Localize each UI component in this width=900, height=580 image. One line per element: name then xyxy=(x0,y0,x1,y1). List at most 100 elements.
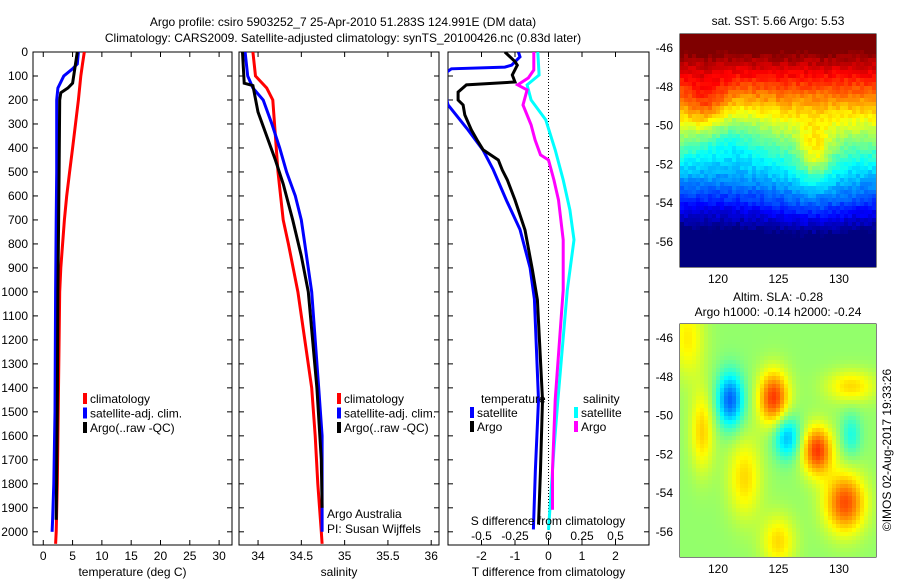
depth-tick-label: 1000 xyxy=(1,285,28,299)
sla-map-image xyxy=(680,324,876,557)
x-tick-label: 5 xyxy=(69,549,76,563)
depth-tick-label: 1800 xyxy=(1,477,28,491)
lat-tick-label: -54 xyxy=(656,196,674,210)
series-line-salinity-argo xyxy=(514,52,565,510)
depth-tick-label: 1600 xyxy=(1,429,28,443)
x-tick-label: -2 xyxy=(476,549,487,563)
s-diff-tick-label: -0.5 xyxy=(471,529,492,543)
s-diff-tick-label: 0 xyxy=(545,529,552,543)
x-tick-label: 10 xyxy=(95,549,109,563)
lon-tick-label: 120 xyxy=(708,272,728,286)
legend-label: Argo xyxy=(477,420,503,434)
depth-tick-label: 100 xyxy=(8,69,28,83)
legend-label: climatology xyxy=(344,392,404,406)
legend-swatch xyxy=(470,407,474,418)
title-line-1: Argo profile: csiro 5903252_7 25-Apr-201… xyxy=(150,15,536,29)
depth-tick-label: 300 xyxy=(8,117,28,131)
depth-tick-label: 1300 xyxy=(1,357,28,371)
x-tick-label: 34.5 xyxy=(290,549,314,563)
panel-frame-temperature xyxy=(32,51,233,546)
x-tick-label: 25 xyxy=(183,549,197,563)
x-tick-label: 1 xyxy=(579,549,586,563)
legend-title-temperature: temperature xyxy=(481,392,546,406)
x-tick-label: 0 xyxy=(545,549,552,563)
lat-tick-label: -48 xyxy=(656,370,674,384)
depth-tick-label: 1900 xyxy=(1,501,28,515)
series-line-salinity-satellite xyxy=(525,52,576,531)
lat-tick-label: -46 xyxy=(656,41,674,55)
lat-tick-label: -52 xyxy=(656,447,674,461)
legend-label: satellite-adj. clim. xyxy=(90,407,182,421)
depth-tick-label: 900 xyxy=(8,261,28,275)
legend-swatch xyxy=(83,422,87,433)
x-tick-label: 2 xyxy=(612,549,619,563)
lon-tick-label: 125 xyxy=(768,272,788,286)
x-tick-label: 0 xyxy=(40,549,47,563)
lon-tick-label: 130 xyxy=(829,562,849,576)
s-diff-tick-label: 0.5 xyxy=(607,529,624,543)
sst-map-title: sat. SST: 5.66 Argo: 5.53 xyxy=(712,14,845,28)
legend-swatch xyxy=(470,421,474,432)
x-tick-label: 34 xyxy=(251,549,265,563)
depth-tick-label: 400 xyxy=(8,141,28,155)
lat-tick-label: -50 xyxy=(656,119,674,133)
x-axis-label: T difference from climatology xyxy=(472,565,626,579)
lat-tick-label: -48 xyxy=(656,80,674,94)
series-line-climatology xyxy=(251,52,324,544)
pi-label: PI: Susan Wijffels xyxy=(327,522,421,536)
legend-label: climatology xyxy=(90,392,150,406)
lat-tick-label: -56 xyxy=(656,235,674,249)
x-axis-label: temperature (deg C) xyxy=(78,565,186,579)
legend-swatch xyxy=(574,407,578,418)
legend-label: Argo(..raw -QC) xyxy=(344,421,429,435)
depth-tick-label: 500 xyxy=(8,165,28,179)
depth-tick-label: 700 xyxy=(8,213,28,227)
legend-swatch xyxy=(574,421,578,432)
lat-tick-label: -52 xyxy=(656,157,674,171)
title-line-2: Climatology: CARS2009. Satellite-adjuste… xyxy=(105,31,581,45)
legend-label: satellite xyxy=(477,406,518,420)
depth-tick-label: 800 xyxy=(8,237,28,251)
depth-tick-label: 200 xyxy=(8,93,28,107)
legend-label: Argo(..raw -QC) xyxy=(90,421,175,435)
lat-tick-label: -56 xyxy=(656,525,674,539)
series-line-satellite-adj-clim- xyxy=(50,52,80,532)
series-line-temperature-argo xyxy=(456,52,545,525)
depth-tick-label: 600 xyxy=(8,189,28,203)
panel-frame-salinity xyxy=(238,51,440,546)
lon-tick-label: 125 xyxy=(768,562,788,576)
legend-swatch xyxy=(337,422,341,433)
sla-map-subtitle: Argo h1000: -0.14 h2000: -0.24 xyxy=(695,305,862,319)
legend-swatch xyxy=(83,407,87,419)
sla-map-title: Altim. SLA: -0.28 xyxy=(733,290,823,304)
depth-tick-label: 1200 xyxy=(1,333,28,347)
x-tick-label: 30 xyxy=(212,549,226,563)
s-diff-tick-label: -0.25 xyxy=(501,529,529,543)
x-tick-label: 35 xyxy=(338,549,352,563)
depth-tick-label: 1100 xyxy=(2,309,28,323)
depth-tick-label: 2000 xyxy=(1,525,28,539)
x-tick-label: 36 xyxy=(425,549,439,563)
s-diff-tick-label: 0.25 xyxy=(570,529,594,543)
lon-tick-label: 120 xyxy=(708,562,728,576)
x-tick-label: 15 xyxy=(125,549,139,563)
legend-swatch xyxy=(337,407,341,419)
x-tick-label: 35.5 xyxy=(376,549,400,563)
series-line-argo-raw-qc- xyxy=(54,52,79,520)
s-diff-axis-label: S difference from climatology xyxy=(471,514,626,528)
legend-label: satellite-adj. clim. xyxy=(344,407,436,421)
x-axis-label: salinity xyxy=(321,565,358,579)
institution-label: Argo Australia xyxy=(327,507,402,521)
x-tick-label: -1 xyxy=(510,549,521,563)
legend-label: Argo xyxy=(581,420,607,434)
lon-tick-label: 130 xyxy=(829,272,849,286)
legend-title-salinity: salinity xyxy=(583,392,620,406)
lat-tick-label: -54 xyxy=(656,486,674,500)
depth-tick-label: 0 xyxy=(21,45,28,59)
timestamp-label: ©IMOS 02-Aug-2017 19:33:26 xyxy=(880,369,894,532)
depth-tick-label: 1700 xyxy=(1,453,28,467)
series-line-argo-raw-qc- xyxy=(241,52,324,508)
x-tick-label: 20 xyxy=(154,549,168,563)
lat-tick-label: -46 xyxy=(656,331,674,345)
